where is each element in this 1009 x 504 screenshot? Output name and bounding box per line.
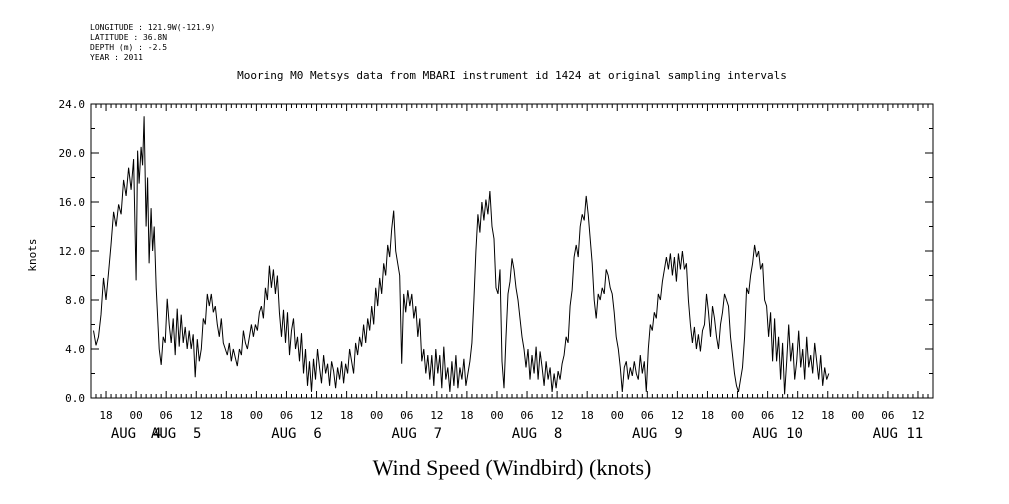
x-hour-label: 06 [881,409,894,422]
x-hour-label: 18 [821,409,834,422]
x-hour-label: 18 [99,409,112,422]
x-day-label: AUG 7 [391,426,442,442]
chart-title: Mooring M0 Metsys data from MBARI instru… [237,69,787,82]
x-hour-label: 12 [911,409,924,422]
metadata-block: LONGITUDE : 121.9W(-121.9) LATITUDE : 36… [90,23,215,62]
y-tick-label: 24.0 [59,98,86,111]
x-day-label: AUG 8 [512,426,563,442]
x-hour-label: 06 [400,409,413,422]
y-tick-label: 0.0 [65,392,85,405]
latitude-text: LATITUDE : 36.8N [90,33,167,42]
x-hour-label: 18 [340,409,353,422]
x-hour-label: 12 [550,409,563,422]
x-hour-label: 18 [460,409,473,422]
y-tick-label: 12.0 [59,245,86,258]
y-tick-label: 16.0 [59,196,86,209]
x-hour-label: 00 [129,409,142,422]
longitude-text: LONGITUDE : 121.9W(-121.9) [90,23,215,32]
x-tick-labels: 18 00 06 12 18 00 06 12 18 00 06 12 18 00 06 12 18 00 06 12… [99,409,924,422]
y-tick-label: 8.0 [65,294,85,307]
depth-text: DEPTH (m) : -2.5 [90,43,167,52]
x-hour-label: 00 [851,409,864,422]
y-tick-label: 20.0 [59,147,86,160]
x-hour-label: 18 [220,409,233,422]
x-day-label: AUG 5 [151,426,202,442]
x-hour-label: 00 [611,409,624,422]
x-hour-label: 06 [520,409,533,422]
x-hour-label: 00 [370,409,383,422]
x-hour-label: 06 [641,409,654,422]
x-hour-label: 00 [490,409,503,422]
x-day-label: AUG 9 [632,426,683,442]
x-hour-label: 06 [160,409,173,422]
x-axis [90,104,934,398]
year-text: YEAR : 2011 [90,53,143,62]
x-hour-label: 00 [731,409,744,422]
x-hour-label: 12 [430,409,443,422]
x-hour-label: 06 [761,409,774,422]
y-axis-label: knots [26,238,39,271]
x-hour-label: 18 [701,409,714,422]
x-day-label: AUG 11 [873,426,924,442]
x-hour-label: 12 [671,409,684,422]
x-hour-label: 12 [190,409,203,422]
x-hour-label: 12 [310,409,323,422]
x-hour-label: 12 [791,409,804,422]
x-day-label: AUG 6 [271,426,322,442]
y-tick-label: 4.0 [65,343,85,356]
x-day-label: AUG 4 [111,426,162,442]
x-hour-label: 00 [250,409,263,422]
plot-frame [90,103,934,399]
x-axis-label: Wind Speed (Windbird) (knots) [373,455,652,480]
x-hour-label: 06 [280,409,293,422]
y-axis: 0.0 4.0 8.0 12.0 16.0 20.0 24.0 [59,98,933,405]
wind-speed-series-line [93,116,830,395]
x-hour-label: 18 [581,409,594,422]
x-day-label: AUG 10 [752,426,803,442]
